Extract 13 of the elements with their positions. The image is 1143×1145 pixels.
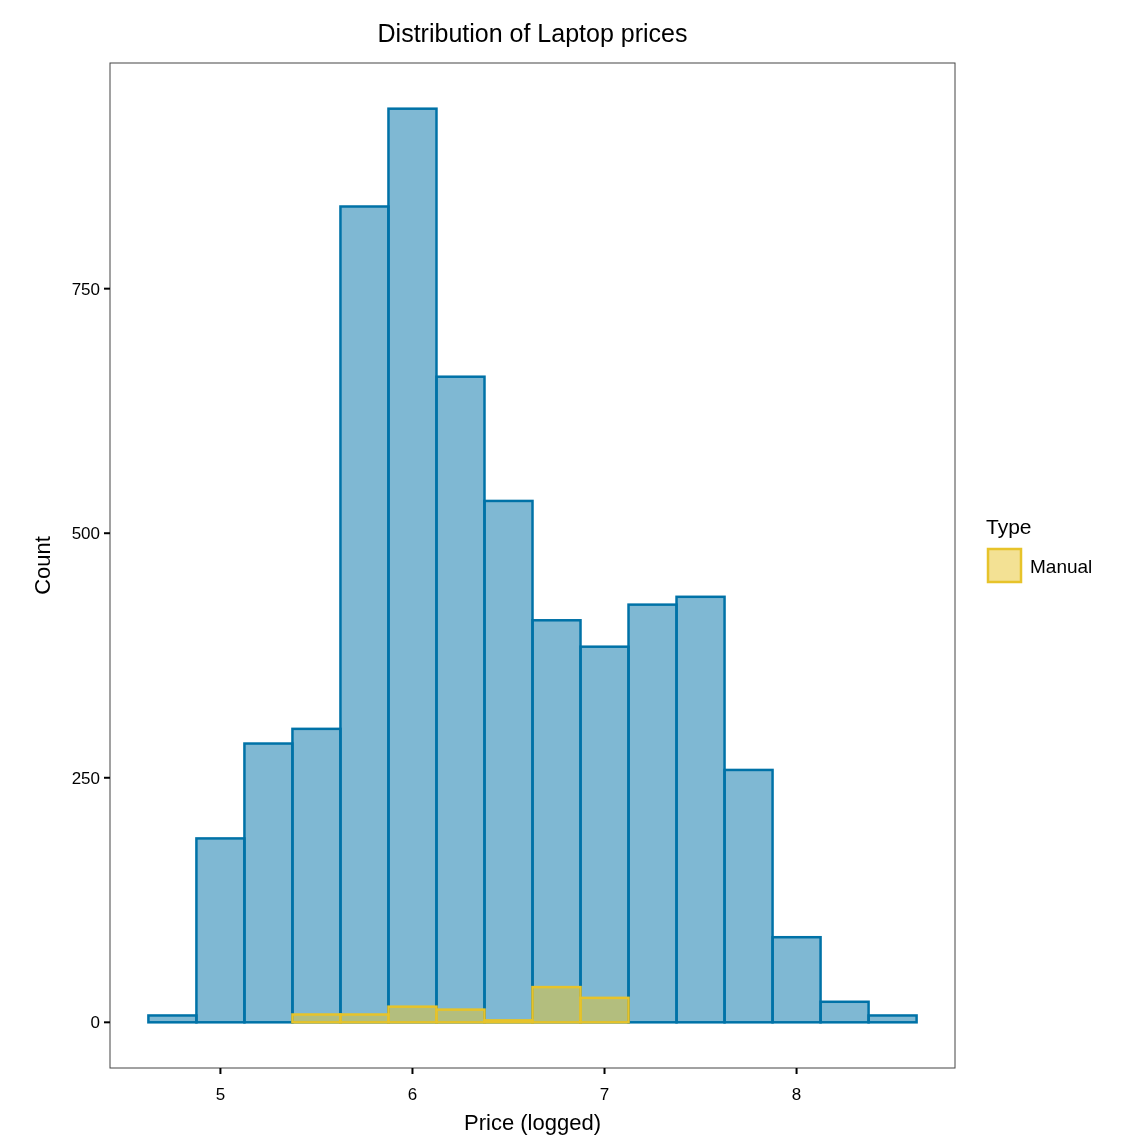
legend-label: Manual (1030, 555, 1093, 577)
y-tick-label: 250 (71, 768, 100, 788)
y-tick-label: 750 (71, 279, 100, 299)
chart-title: Distribution of Laptop prices (377, 19, 688, 47)
legend-title: Type (986, 515, 1032, 538)
x-tick-label: 8 (791, 1085, 802, 1104)
x-tick-label: 5 (215, 1085, 226, 1104)
x-axis-title: Price (logged) (464, 1110, 601, 1135)
y-tick-label: 0 (90, 1013, 100, 1033)
x-tick-label: 7 (599, 1085, 610, 1104)
x-tick-label: 6 (407, 1085, 418, 1104)
y-tick-label: 500 (71, 524, 100, 544)
y-axis-title: Count (30, 536, 55, 595)
